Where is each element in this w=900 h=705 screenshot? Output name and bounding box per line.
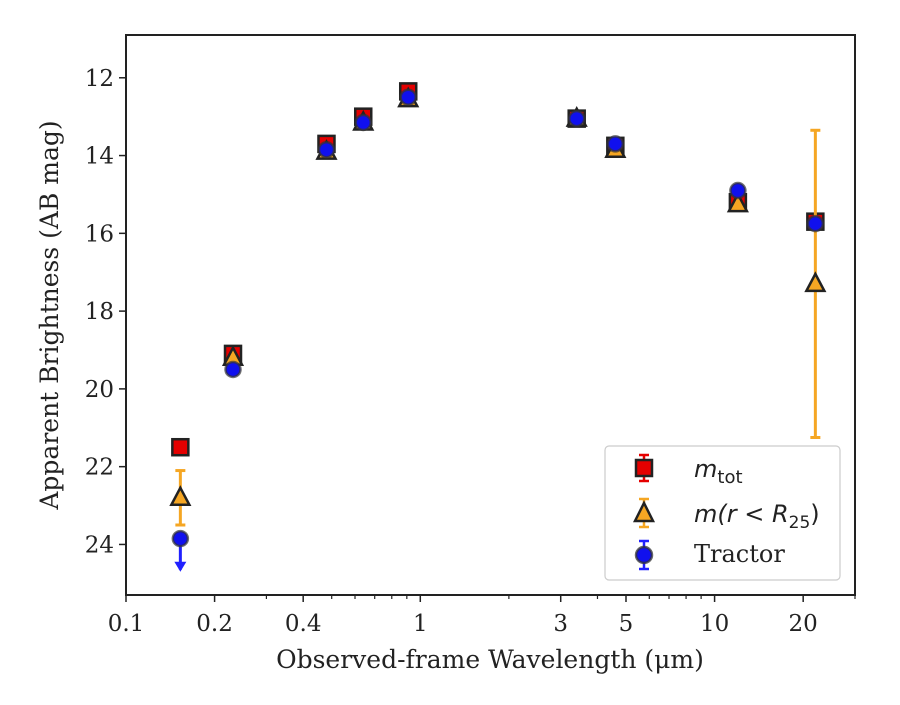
upper-limit-arrowhead [174,561,187,572]
x-tick-label: 1 [413,611,428,637]
y-tick-label: 18 [85,299,114,325]
data-point-tractor [729,181,747,200]
x-tick-label: 5 [619,611,634,637]
legend-mr25-suffix: ) [810,500,819,528]
data-point-tractor [806,214,825,233]
x-tick-label: 3 [553,611,568,637]
legend-mtot-base: m [694,455,717,483]
legend-entry-mtot: mtot [634,453,743,488]
legend-mtot-marker [634,458,654,478]
data-point-tractor [606,135,625,153]
data-point-mr25 [169,485,192,507]
y-axis-label: Apparent Brightness (AB mag) [35,120,64,510]
x-axis-label: Observed-frame Wavelength (μm) [276,645,704,674]
data-point-tractor [399,88,417,106]
legend-mtot-label: mtot [694,455,743,488]
legend-entry-mr25: m(r < R25) [632,497,820,533]
legend-tractor-marker [634,545,654,565]
x-tick-label: 0.4 [285,611,322,637]
x-tick-label: 20 [789,611,818,637]
data-point-mr25 [804,271,827,293]
ticks-layer: 0.1 0.2 0.4 1 3 5 10 20 12 14 16 18 20 22 24 [85,66,856,637]
legend-entry-tractor: Tractor [634,539,785,571]
y-tick-label: 20 [85,377,114,403]
legend-tractor-label: Tractor [694,540,785,568]
legend: mtot m(r < R25) Tractor [604,445,841,581]
data-point-tractor [224,360,242,379]
y-tick-label: 22 [85,455,114,481]
y-tick-label: 24 [85,532,114,558]
legend-mr25-sub: 25 [789,513,811,533]
legend-box [604,445,841,581]
legend-mr25-marker [632,500,656,523]
plot-frame [125,34,856,596]
data-point-mtot [171,437,190,457]
legend-mtot-sub: tot [717,467,742,488]
marks-layer [169,82,827,572]
data-point-tractor [567,109,586,128]
y-tick-label: 14 [85,144,114,170]
data-point-mr25 [726,191,749,213]
legend-mr25-label: m(r < R25) [694,500,820,533]
x-tick-label: 10 [700,611,729,637]
data-point-tractor [354,113,373,132]
y-tick-label: 16 [85,221,114,247]
y-tick-label: 12 [85,66,114,92]
data-point-tractor [317,140,336,159]
data-point-tractor [171,529,190,548]
x-tick-label: 0.1 [108,611,145,637]
x-tick-label: 0.2 [196,611,233,637]
legend-mr25-prefix: m(r < R [694,500,789,528]
